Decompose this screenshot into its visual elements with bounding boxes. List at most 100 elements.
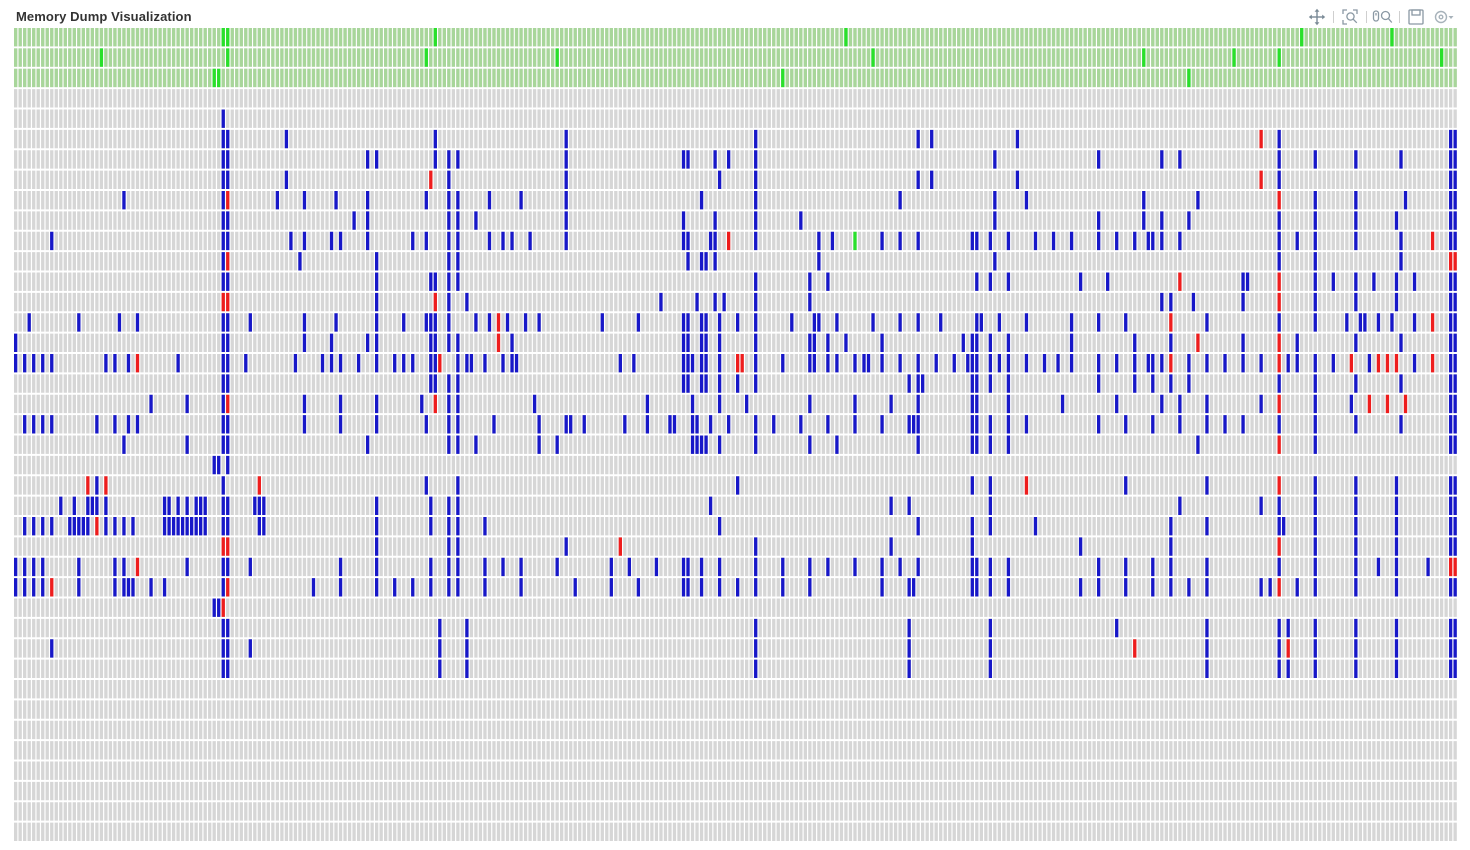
memory-cell xyxy=(68,150,72,169)
memory-cell xyxy=(519,109,523,128)
memory-cell xyxy=(104,191,108,210)
memory-cell xyxy=(1300,211,1304,230)
memory-cell xyxy=(1060,211,1065,230)
memory-cell xyxy=(1047,292,1051,312)
memory-cell xyxy=(835,292,839,312)
memory-cell xyxy=(1444,272,1448,291)
pan-tool-button[interactable] xyxy=(1303,6,1331,31)
memory-cell xyxy=(1286,272,1290,291)
memory-cell xyxy=(162,170,167,190)
memory-cell xyxy=(785,272,789,291)
memory-cell xyxy=(763,211,767,230)
memory-cell xyxy=(726,191,731,210)
memory-cell xyxy=(699,211,704,230)
memory-cell xyxy=(1272,272,1277,291)
memory-cell xyxy=(126,272,131,291)
memory-cell xyxy=(266,333,271,353)
memory-cell xyxy=(1191,170,1196,190)
memory-cell xyxy=(614,170,618,190)
memory-cell xyxy=(347,129,352,149)
memory-cell xyxy=(1318,109,1322,128)
memory-cell xyxy=(347,109,352,128)
memory-cell xyxy=(560,292,564,312)
memory-cell xyxy=(135,150,140,169)
memory-cell xyxy=(1272,292,1277,312)
memory-cell xyxy=(582,313,586,332)
memory-cell xyxy=(704,231,708,251)
memory-cell xyxy=(618,170,622,190)
memory-cell xyxy=(569,231,573,251)
memory-cell xyxy=(1349,170,1354,190)
memory-cell xyxy=(835,109,839,128)
memory-cell xyxy=(117,211,122,230)
memory-cell xyxy=(704,292,708,312)
memory-cell xyxy=(1056,109,1060,128)
memory-cell xyxy=(1006,150,1011,169)
memory-cell xyxy=(523,292,528,312)
memory-cell xyxy=(866,170,871,190)
memory-cell xyxy=(1367,272,1372,291)
memory-cell xyxy=(158,170,162,190)
memory-cell xyxy=(817,89,821,108)
memory-heatmap[interactable] xyxy=(14,28,1458,843)
memory-cell xyxy=(253,313,257,332)
memory-cell xyxy=(591,170,595,190)
memory-cell xyxy=(1453,89,1457,108)
memory-cell xyxy=(925,231,929,251)
memory-cell xyxy=(343,313,347,332)
memory-cell xyxy=(587,89,591,108)
memory-cell xyxy=(560,129,564,149)
memory-cell xyxy=(384,211,388,230)
memory-cell xyxy=(307,109,311,128)
memory-cell xyxy=(1435,150,1439,169)
memory-cell xyxy=(1227,292,1232,312)
memory-cell xyxy=(144,170,149,190)
memory-cell xyxy=(654,211,659,230)
memory-cell xyxy=(302,129,307,149)
memory-cell xyxy=(108,109,113,128)
save-tool-button[interactable] xyxy=(1404,6,1428,28)
memory-cell xyxy=(239,129,243,149)
memory-cell xyxy=(1345,272,1349,291)
memory-cell xyxy=(32,211,36,230)
memory-cell xyxy=(393,89,397,108)
memory-cell xyxy=(1205,292,1209,312)
reset-tool-button[interactable] xyxy=(1432,6,1456,28)
memory-cell xyxy=(307,252,311,271)
memory-cell xyxy=(650,252,654,271)
memory-cell xyxy=(1191,252,1196,271)
memory-cell xyxy=(1300,292,1304,312)
memory-cell xyxy=(582,252,586,271)
wheel-zoom-tool-button[interactable] xyxy=(1371,6,1395,28)
memory-cell xyxy=(1137,272,1141,291)
memory-cell xyxy=(1119,252,1123,271)
memory-cell xyxy=(1137,170,1141,190)
memory-heatmap-svg[interactable] xyxy=(14,28,1458,843)
memory-cell xyxy=(1309,170,1313,190)
memory-cell xyxy=(379,109,383,128)
memory-cell xyxy=(1182,170,1187,190)
memory-cell xyxy=(1254,150,1259,169)
memory-cell xyxy=(54,231,58,251)
memory-cell xyxy=(736,292,740,312)
memory-cell xyxy=(1078,252,1083,271)
memory-cell xyxy=(180,231,185,251)
memory-cell xyxy=(280,129,284,149)
memory-cell xyxy=(1137,89,1141,108)
memory-cell xyxy=(27,333,31,353)
memory-cell xyxy=(731,109,735,128)
memory-cell xyxy=(875,89,880,108)
memory-cell xyxy=(925,313,929,332)
memory-cell xyxy=(406,313,410,332)
memory-cell xyxy=(1060,292,1065,312)
box-zoom-tool-button[interactable] xyxy=(1338,6,1362,28)
memory-cell xyxy=(523,109,528,128)
memory-cell xyxy=(1336,170,1340,190)
memory-cell xyxy=(438,170,442,190)
memory-cell xyxy=(469,211,474,230)
memory-cell xyxy=(1033,211,1038,230)
memory-cell xyxy=(352,292,356,312)
memory-cell xyxy=(1435,191,1439,210)
memory-cell xyxy=(153,150,158,169)
memory-cell xyxy=(284,191,289,210)
